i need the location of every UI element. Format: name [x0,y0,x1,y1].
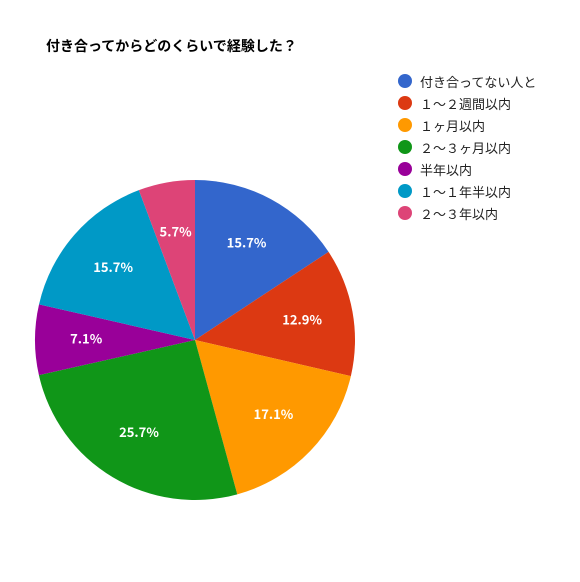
legend-item: ２～３ヶ月以内 [398,136,536,158]
legend-item: １ヶ月以内 [398,114,536,136]
legend-label: ２～３ヶ月以内 [420,138,511,157]
legend-item: １～１年半以内 [398,180,536,202]
legend-label: １～２週間以内 [420,94,511,113]
slice-percent-label: 15.7% [93,257,133,276]
legend-swatch [398,140,412,154]
slice-percent-label: 12.9% [282,309,322,328]
legend-item: 半年以内 [398,158,536,180]
legend-label: １～１年半以内 [420,182,511,201]
legend-swatch [398,184,412,198]
legend-item: ２～３年以内 [398,202,536,224]
slice-percent-label: 25.7% [119,422,159,441]
legend-label: 半年以内 [420,160,472,179]
legend-swatch [398,118,412,132]
slice-percent-label: 17.1% [254,404,294,423]
slice-percent-label: 15.7% [227,233,267,252]
legend-label: １ヶ月以内 [420,116,485,135]
legend-swatch [398,206,412,220]
legend-item: １～２週間以内 [398,92,536,114]
chart-title: 付き合ってからどのくらいで経験した？ [46,36,297,56]
pie-chart: 15.7% 12.9% 17.1% 25.7% 7.1% 15.7% 5.7% [30,175,360,510]
legend-label: ２～３年以内 [420,204,498,223]
legend-swatch [398,96,412,110]
slice-percent-label: 7.1% [70,328,103,347]
legend-label: 付き合ってない人と [420,72,536,91]
legend-swatch [398,74,412,88]
legend-swatch [398,162,412,176]
slice-percent-label: 5.7% [160,221,193,240]
legend-item: 付き合ってない人と [398,70,536,92]
pie-svg: 15.7% 12.9% 17.1% 25.7% 7.1% 15.7% 5.7% [30,175,360,505]
legend: 付き合ってない人と １～２週間以内 １ヶ月以内 ２～３ヶ月以内半年以内 １～１年半以内 ２… [398,70,536,224]
